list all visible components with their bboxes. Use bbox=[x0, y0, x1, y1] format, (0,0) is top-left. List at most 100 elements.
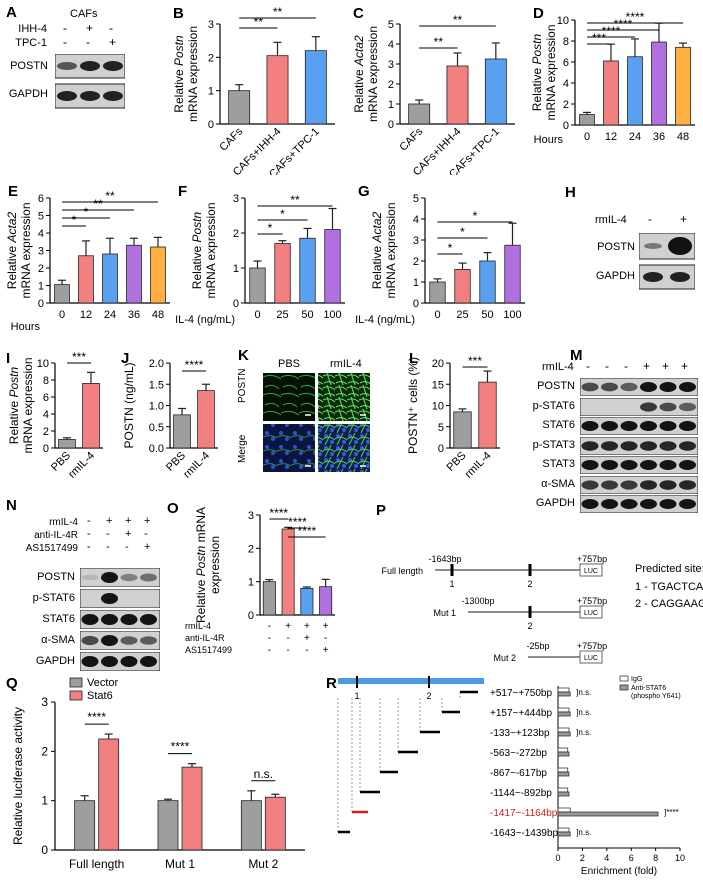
sign: + bbox=[304, 633, 310, 644]
y-axis-label: Relative Postn bbox=[172, 35, 186, 113]
sign: - bbox=[605, 359, 609, 373]
sig-label: **** bbox=[602, 24, 621, 38]
band bbox=[601, 382, 618, 392]
y-tick-label: 2 bbox=[43, 426, 49, 438]
panel-a-row-ihh4: IHH-4 bbox=[18, 23, 47, 35]
band bbox=[640, 440, 657, 451]
panel-k: K PBS rmIL-4 POSTN Merge bbox=[235, 345, 395, 480]
predicted-site-1: 1 - TGACTCA bbox=[635, 581, 703, 593]
panel-k-micrographs bbox=[263, 373, 370, 472]
x-tick-label: Mut 1 bbox=[165, 857, 195, 871]
band-label: STAT6 bbox=[42, 613, 75, 625]
y-tick-label: 1 bbox=[41, 794, 48, 808]
y-axis-label: Relative luciferase activity bbox=[11, 707, 25, 845]
band bbox=[101, 656, 118, 667]
panel-m-treat: rmIL-4 bbox=[542, 361, 574, 373]
panel-n-label: N bbox=[6, 497, 17, 514]
sig-label: ** bbox=[434, 35, 444, 49]
sig-label: ** bbox=[105, 189, 115, 203]
panel-h: H rmIL-4 - + POSTN GAPDH bbox=[555, 178, 703, 298]
region-label: -133~+123bp bbox=[490, 728, 550, 739]
bar bbox=[429, 281, 446, 304]
band bbox=[581, 440, 599, 451]
band bbox=[640, 421, 657, 431]
x-axis-label: rmIL-4 (ng/mL) bbox=[355, 314, 415, 326]
y-tick-label: 8 bbox=[563, 36, 569, 48]
y-tick-label: 3 bbox=[233, 193, 239, 205]
panel-label: L bbox=[409, 350, 418, 367]
y-tick-label: 10 bbox=[557, 15, 569, 27]
legend-label: (phospho Y641) bbox=[631, 693, 681, 700]
sig-label: *** bbox=[468, 354, 482, 368]
blot-row bbox=[580, 475, 698, 494]
site-mark bbox=[356, 676, 358, 688]
sig-label: ]n.s. bbox=[576, 708, 591, 717]
x-tick-label: Full length bbox=[69, 857, 124, 871]
bar bbox=[603, 60, 619, 126]
x-tick-label: 50 bbox=[481, 309, 493, 321]
sign: - bbox=[624, 359, 628, 373]
y-tick-label: 0 bbox=[38, 298, 44, 310]
sig-label: * bbox=[72, 213, 77, 227]
panel-label: F bbox=[178, 183, 187, 200]
bar bbox=[157, 800, 179, 851]
bar bbox=[173, 414, 191, 449]
panel-r-chart: R 1 2 +517~+750bp +157~+444bp -133~+123bp -563… bbox=[326, 675, 685, 877]
bar bbox=[150, 246, 166, 304]
sig-label: * bbox=[268, 221, 273, 235]
sig-label: **** bbox=[87, 710, 106, 724]
band-label-postn: POSTN bbox=[597, 241, 635, 253]
y-tick-label: 10 bbox=[432, 401, 444, 413]
band bbox=[101, 593, 118, 604]
band-label: POSTN bbox=[537, 380, 575, 392]
band bbox=[101, 614, 118, 625]
bar-stat6 bbox=[557, 711, 571, 717]
y-axis-label-line2: mRNA expression bbox=[21, 357, 35, 453]
panel-k-col-rmil4: rmIL-4 bbox=[330, 358, 362, 370]
panel-k-label: K bbox=[238, 347, 249, 364]
promoter-bar bbox=[338, 678, 484, 684]
bar bbox=[651, 41, 667, 126]
region-label: -1144~-892bp bbox=[490, 788, 552, 799]
bar bbox=[281, 528, 295, 616]
panel-a-label: A bbox=[6, 4, 17, 21]
sign: + bbox=[144, 515, 151, 527]
sig-label: * bbox=[460, 225, 465, 239]
band-label: α-SMA bbox=[541, 477, 575, 490]
panel-label: J bbox=[121, 350, 129, 367]
y-axis-label: POSTN⁺ cells (%) bbox=[406, 357, 420, 454]
y-tick-label: 6 bbox=[43, 392, 49, 404]
sign: - bbox=[324, 633, 327, 644]
blot-row bbox=[580, 397, 698, 416]
construct-name: Mut 2 bbox=[493, 653, 516, 663]
bar bbox=[228, 90, 251, 125]
luc-label: LUC bbox=[584, 568, 598, 575]
site-number: 2 bbox=[527, 621, 532, 631]
legend-label: Anti-STAT6 bbox=[631, 685, 666, 692]
x-tick-label: rmIL-4 bbox=[66, 450, 97, 481]
x-tick-label: 100 bbox=[503, 309, 521, 321]
y-tick-label: 1.0 bbox=[149, 401, 164, 413]
site-number: 2 bbox=[426, 691, 431, 701]
bar bbox=[446, 65, 469, 125]
sign: + bbox=[106, 515, 113, 527]
y-tick-label: 5 bbox=[413, 193, 419, 205]
sign: - bbox=[268, 645, 271, 656]
luc-label: LUC bbox=[584, 610, 598, 617]
band-label: GAPDH bbox=[35, 655, 75, 667]
legend-label: Vector bbox=[87, 677, 119, 689]
y-tick-label: 0 bbox=[233, 298, 239, 310]
bar bbox=[274, 243, 291, 304]
bar bbox=[504, 244, 521, 304]
band bbox=[659, 402, 677, 411]
bar bbox=[126, 244, 142, 304]
sign: + bbox=[681, 359, 689, 373]
construct-name: Mut 1 bbox=[433, 608, 456, 618]
band bbox=[601, 499, 618, 509]
x-tick-label: 0 bbox=[434, 309, 440, 321]
predicted-title: Predicted site: bbox=[635, 563, 703, 575]
luc-box bbox=[579, 605, 603, 619]
sign: + bbox=[125, 528, 132, 540]
